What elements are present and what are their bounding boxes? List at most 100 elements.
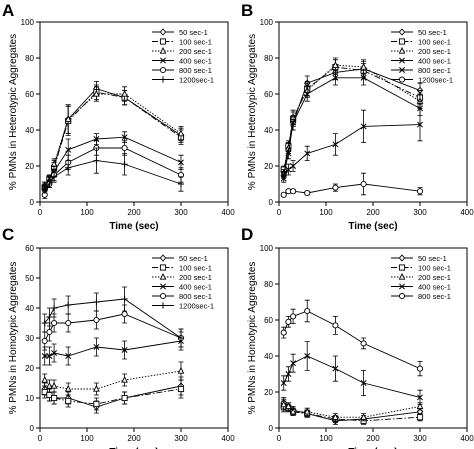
data-point	[41, 319, 48, 327]
data-point	[360, 180, 367, 188]
series-1	[41, 376, 185, 414]
data-point	[93, 298, 100, 306]
data-point	[304, 189, 311, 197]
series-3	[280, 57, 424, 178]
series-6	[41, 286, 185, 348]
data-point	[285, 402, 292, 410]
legend-label: 1200sec-1	[179, 76, 214, 85]
legend-label: 100 sec-1	[418, 38, 451, 47]
x-tick-label: 200	[366, 434, 380, 443]
series-line	[44, 91, 182, 188]
data-point	[285, 166, 292, 173]
legend-marker	[159, 254, 167, 262]
legend-label: 200 sec-1	[418, 273, 451, 282]
data-point	[121, 375, 128, 383]
data-point	[416, 402, 424, 410]
y-tick-label: 20	[264, 162, 273, 171]
data-point	[121, 161, 128, 168]
data-point	[65, 353, 72, 359]
data-point	[178, 159, 184, 166]
series-4	[280, 341, 423, 405]
x-tick-label: 200	[127, 434, 141, 443]
data-point	[65, 146, 72, 153]
data-point	[121, 310, 128, 318]
legend-marker	[159, 46, 167, 54]
data-point	[177, 334, 185, 342]
panel-letter: A	[2, 1, 14, 20]
data-point	[177, 366, 185, 374]
data-point	[280, 191, 287, 198]
data-point	[417, 394, 423, 401]
legend-marker	[398, 76, 406, 83]
legend-marker	[159, 302, 167, 309]
data-point	[303, 407, 311, 415]
data-point	[93, 89, 100, 97]
y-tick-label: 60	[264, 90, 273, 99]
x-tick-label: 0	[277, 434, 282, 443]
series-4	[41, 331, 184, 366]
x-axis-label: Time (sec)	[109, 221, 158, 232]
series-line	[283, 64, 421, 174]
x-axis-label: Time (sec)	[348, 447, 397, 449]
y-axis-label: % PMNs in Homotypic Aggregates	[247, 262, 258, 415]
x-tick-label: 300	[174, 208, 188, 217]
data-point	[121, 134, 128, 141]
y-tick-label: 100	[260, 18, 274, 27]
series-line	[44, 340, 182, 357]
series-5	[41, 304, 185, 351]
data-point	[304, 307, 311, 315]
data-point	[121, 347, 128, 353]
data-point	[290, 163, 297, 169]
data-point	[93, 344, 100, 350]
data-point	[121, 394, 128, 402]
data-point	[304, 150, 311, 157]
x-tick-label: 400	[460, 434, 474, 443]
legend-marker	[399, 57, 405, 64]
panel-letter: B	[241, 1, 253, 20]
legend-marker	[398, 264, 406, 271]
legend-marker	[159, 264, 167, 271]
y-tick-label: 40	[25, 126, 34, 135]
series-6	[280, 172, 424, 198]
data-point	[65, 301, 72, 309]
data-point	[360, 340, 367, 347]
data-point	[46, 328, 53, 336]
y-tick-label: 60	[25, 244, 34, 253]
y-tick-label: 10	[25, 394, 34, 403]
data-point	[304, 353, 311, 359]
x-axis-label: Time (sec)	[348, 221, 397, 232]
data-point	[332, 322, 339, 329]
data-point	[65, 164, 72, 171]
data-point	[93, 384, 100, 392]
legend-marker	[159, 292, 167, 300]
x-tick-label: 200	[366, 208, 380, 217]
data-point	[289, 407, 297, 415]
data-point	[360, 62, 367, 70]
y-tick-label: 100	[260, 244, 274, 253]
data-point	[332, 74, 339, 81]
data-point	[280, 380, 287, 386]
legend-label: 200 sec-1	[179, 47, 212, 56]
y-tick-label: 60	[264, 316, 273, 325]
panel-letter: C	[2, 225, 14, 244]
legend-label: 100 sec-1	[179, 38, 212, 47]
data-point	[51, 173, 58, 180]
y-tick-label: 80	[25, 54, 34, 63]
legend-label: 50 sec-1	[179, 254, 208, 263]
series-line	[283, 124, 421, 179]
series-line	[44, 370, 182, 390]
data-point	[46, 381, 53, 389]
panel-d: D 0 100 200 300 400 0 20 40 60 80 100 Time (sec) % PM…	[241, 225, 474, 449]
series-3	[280, 398, 424, 422]
y-tick-label: 0	[30, 424, 35, 433]
y-tick-label: 40	[25, 304, 34, 313]
data-point	[332, 365, 339, 372]
y-tick-label: 40	[264, 126, 273, 135]
legend-label: 800 sec-1	[179, 66, 212, 75]
x-tick-label: 100	[80, 208, 94, 217]
data-point	[416, 414, 424, 421]
data-point	[177, 129, 185, 137]
series-line	[283, 183, 421, 196]
